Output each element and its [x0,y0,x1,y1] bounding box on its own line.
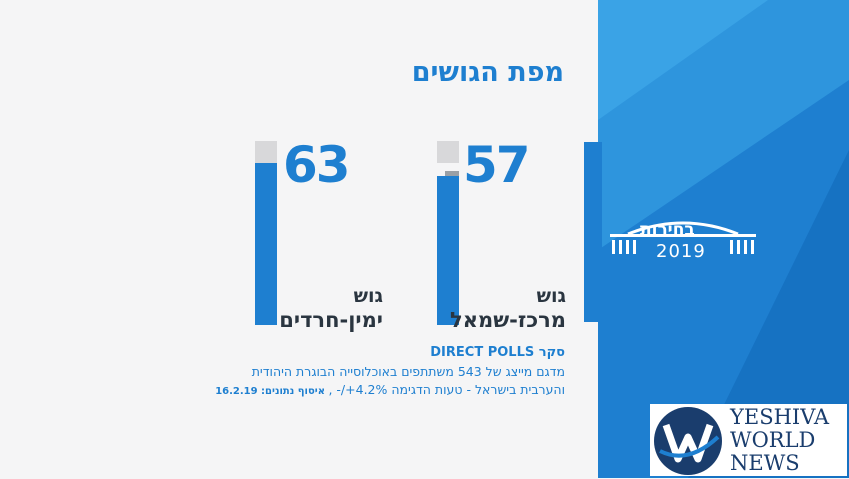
bar-tick [445,171,459,176]
logo-line2: WORLD [730,428,816,452]
poll-details: והערבית בישראל - טעות הדגימה 4.2%+/- , א… [215,382,565,397]
election-year: 2019 [656,241,706,262]
bar-right-haredi [255,141,277,325]
label-line2: ימין-חרדים [279,307,383,332]
poll-description: מדגם מייצג של 543 משתתפים באוכלוסייה הבו… [251,364,565,379]
bar-center-left [437,141,459,325]
panel-notch [584,142,602,322]
logo-line1: YESHIVA [730,405,830,429]
panel-diagonal-shapes [598,0,849,478]
logo-mark-icon [654,407,722,475]
bar-fill [255,163,277,325]
poll-heading: סקר DIRECT POLLS [430,345,565,360]
chart-panel [0,0,600,478]
seats-right-haredi: 63 [283,136,351,194]
label-right-haredi: גוש ימין-חרדים [279,285,383,332]
bar-cap [437,141,459,163]
bar-cap [255,141,277,163]
label-line1: גוש [536,285,566,307]
logo-line3: NEWS [730,451,800,475]
page-title: מפת הגושים [411,57,564,88]
poll-date: איסוף נתונים: 16.2.19 [215,386,329,397]
election-title: בחירות [640,220,695,240]
label-line2: מרכז-שמאל [450,307,566,332]
logo-wordmark: YESHIVA WORLD NEWS [730,406,829,475]
poll-margin: והערבית בישראל - טעות הדגימה 4.2%+/- , [328,382,565,397]
label-line1: גוש [353,285,383,307]
label-center-left: גוש מרכז-שמאל [450,285,566,332]
yeshiva-world-news-logo: YESHIVA WORLD NEWS [650,404,847,476]
seats-center-left: 57 [463,136,531,194]
knesset-building-icon [610,221,756,254]
bar-fill [437,176,459,325]
decorative-side-panel [598,0,849,478]
